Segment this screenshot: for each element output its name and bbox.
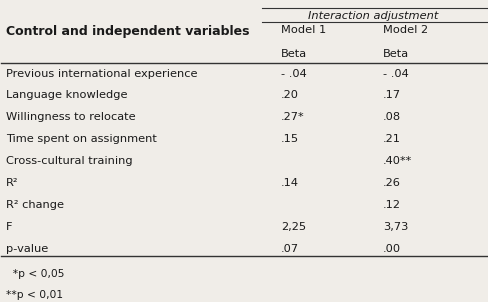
Text: - .04: - .04 <box>281 69 306 79</box>
Text: Beta: Beta <box>281 49 306 59</box>
Text: .26: .26 <box>382 178 400 188</box>
Text: R²: R² <box>6 178 19 188</box>
Text: Beta: Beta <box>382 49 408 59</box>
Text: .15: .15 <box>281 134 299 144</box>
Text: .17: .17 <box>382 90 400 101</box>
Text: .12: .12 <box>382 200 400 210</box>
Text: .20: .20 <box>281 90 298 101</box>
Text: Time spent on assignment: Time spent on assignment <box>6 134 157 144</box>
Text: .14: .14 <box>281 178 298 188</box>
Text: **p < 0,01: **p < 0,01 <box>6 290 63 300</box>
Text: Model 1: Model 1 <box>281 25 325 35</box>
Text: p-value: p-value <box>6 244 48 254</box>
Text: - .04: - .04 <box>382 69 408 79</box>
Text: .21: .21 <box>382 134 400 144</box>
Text: 2,25: 2,25 <box>281 222 305 232</box>
Text: F: F <box>6 222 13 232</box>
Text: .27*: .27* <box>281 112 304 122</box>
Text: .07: .07 <box>281 244 299 254</box>
Text: .00: .00 <box>382 244 400 254</box>
Text: Willingness to relocate: Willingness to relocate <box>6 112 136 122</box>
Text: Control and independent variables: Control and independent variables <box>6 25 249 38</box>
Text: Interaction adjustment: Interaction adjustment <box>307 11 438 21</box>
Text: .08: .08 <box>382 112 400 122</box>
Text: R² change: R² change <box>6 200 64 210</box>
Text: Language knowledge: Language knowledge <box>6 90 127 101</box>
Text: 3,73: 3,73 <box>382 222 407 232</box>
Text: Cross-cultural training: Cross-cultural training <box>6 156 133 166</box>
Text: .40**: .40** <box>382 156 411 166</box>
Text: *p < 0,05: *p < 0,05 <box>6 269 64 279</box>
Text: Model 2: Model 2 <box>382 25 427 35</box>
Text: Previous international experience: Previous international experience <box>6 69 197 79</box>
